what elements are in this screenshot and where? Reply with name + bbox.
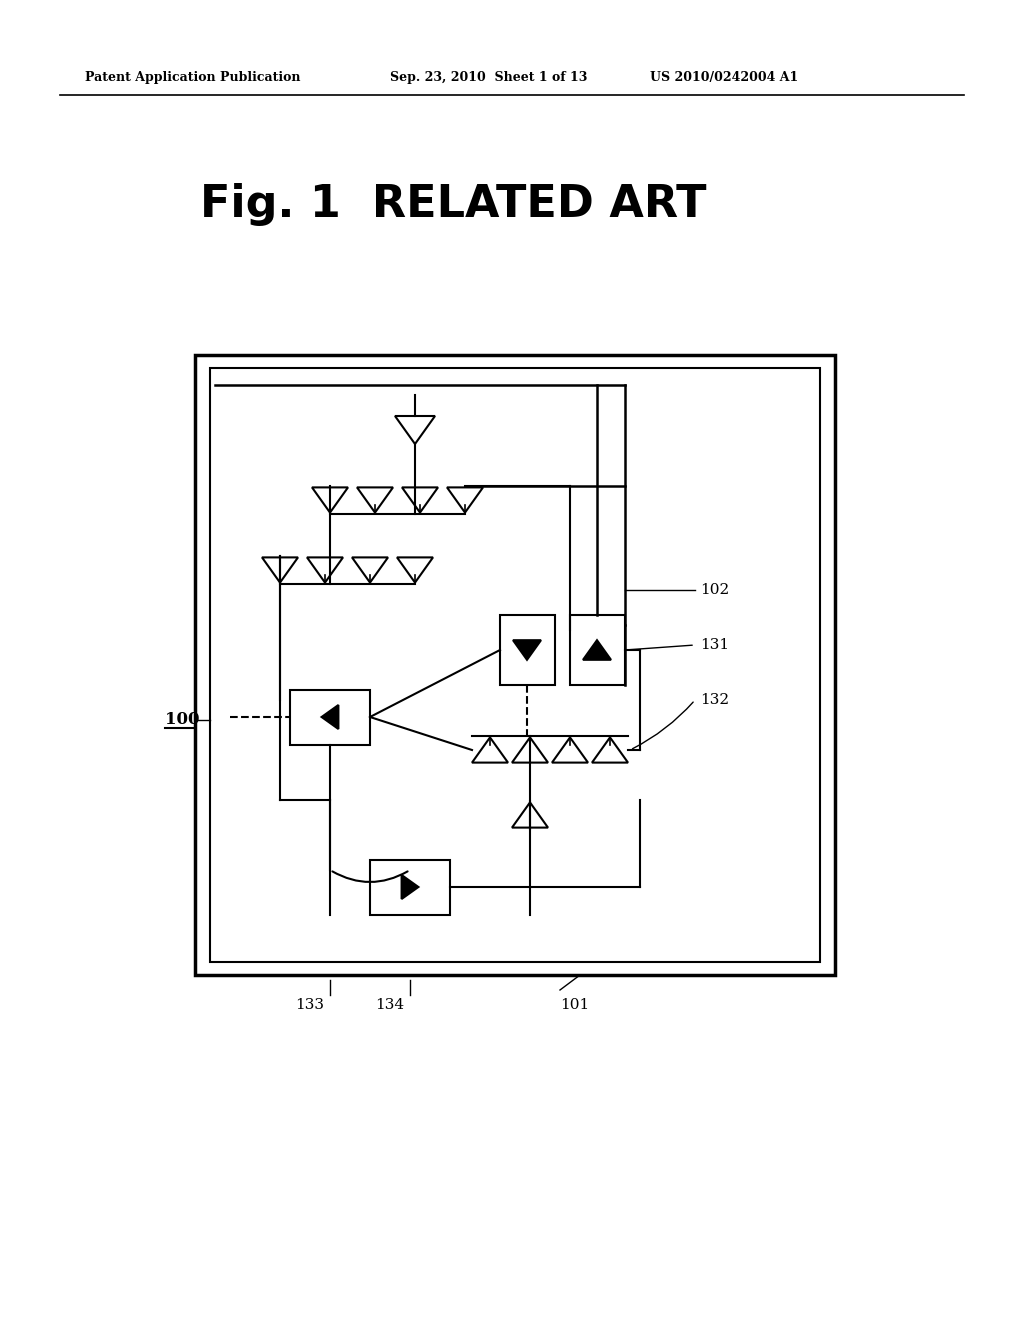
Polygon shape xyxy=(262,557,298,582)
Text: Fig. 1  RELATED ART: Fig. 1 RELATED ART xyxy=(200,183,707,227)
Bar xyxy=(195,355,835,975)
Text: US 2010/0242004 A1: US 2010/0242004 A1 xyxy=(650,71,799,84)
Polygon shape xyxy=(397,557,433,582)
Polygon shape xyxy=(552,738,588,763)
Polygon shape xyxy=(357,487,393,512)
Polygon shape xyxy=(307,557,343,582)
Text: Patent Application Publication: Patent Application Publication xyxy=(85,71,300,84)
Text: 100: 100 xyxy=(165,711,200,729)
Bar xyxy=(570,615,625,685)
Bar xyxy=(210,368,820,962)
Polygon shape xyxy=(402,487,438,512)
Text: 132: 132 xyxy=(700,693,729,708)
Polygon shape xyxy=(512,738,548,763)
Polygon shape xyxy=(395,416,435,444)
Text: 131: 131 xyxy=(700,638,729,652)
Text: 101: 101 xyxy=(560,998,589,1012)
Polygon shape xyxy=(472,738,508,763)
Text: Sep. 23, 2010  Sheet 1 of 13: Sep. 23, 2010 Sheet 1 of 13 xyxy=(390,71,588,84)
Bar xyxy=(370,861,450,915)
Bar xyxy=(500,615,555,685)
Polygon shape xyxy=(512,803,548,828)
Polygon shape xyxy=(352,557,388,582)
Polygon shape xyxy=(312,487,348,512)
Polygon shape xyxy=(592,738,628,763)
Polygon shape xyxy=(322,705,338,729)
Polygon shape xyxy=(583,640,611,660)
Polygon shape xyxy=(447,487,483,512)
Text: 133: 133 xyxy=(295,998,324,1012)
Bar xyxy=(290,690,370,744)
Text: 134: 134 xyxy=(375,998,404,1012)
Text: 102: 102 xyxy=(700,583,729,597)
Polygon shape xyxy=(513,640,541,660)
Polygon shape xyxy=(401,875,419,899)
